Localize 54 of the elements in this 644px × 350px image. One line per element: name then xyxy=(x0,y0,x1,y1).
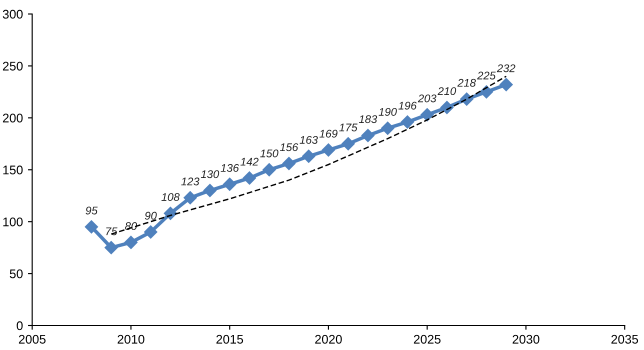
point xyxy=(420,108,434,122)
point xyxy=(480,85,494,98)
data-label: 90 xyxy=(144,212,157,220)
data-label: 163 xyxy=(300,136,318,144)
data-label: 136 xyxy=(220,164,239,172)
data-label: 156 xyxy=(280,143,298,152)
point xyxy=(124,236,138,250)
data-label: 95 xyxy=(86,206,98,214)
point xyxy=(84,220,98,234)
y-tick-label: 100 xyxy=(3,217,23,226)
x-tick-label: 2025 xyxy=(414,334,441,344)
data-label: 175 xyxy=(339,124,358,132)
x-tick-label: 2010 xyxy=(118,334,144,344)
point xyxy=(184,191,197,204)
data-label: 196 xyxy=(398,102,417,110)
data-label: 130 xyxy=(200,170,220,178)
x-tick-label: 2030 xyxy=(512,334,540,344)
point xyxy=(203,184,217,198)
y-tick-label: 300 xyxy=(2,10,23,19)
point xyxy=(104,241,118,254)
data-label: 203 xyxy=(418,94,436,102)
data-label: 218 xyxy=(457,78,476,87)
y-tick-label: 250 xyxy=(2,62,23,71)
data-label: 108 xyxy=(161,193,180,201)
point xyxy=(381,122,394,135)
data-label: 123 xyxy=(181,178,200,186)
point xyxy=(400,115,414,129)
data-label: 150 xyxy=(260,149,278,158)
data-label: 225 xyxy=(477,72,496,80)
y-tick-label: 50 xyxy=(10,269,23,278)
point xyxy=(223,178,236,191)
point xyxy=(302,150,316,163)
data-label: 75 xyxy=(106,227,118,236)
x-tick-label: 2035 xyxy=(611,334,638,344)
data-label: 183 xyxy=(358,115,378,124)
x-tick-label: 2005 xyxy=(18,334,46,344)
data-label: 210 xyxy=(438,87,456,96)
data-label: 232 xyxy=(496,64,516,72)
data-label: 190 xyxy=(378,108,397,116)
point xyxy=(144,225,158,239)
y-tick-label: 200 xyxy=(2,114,23,122)
x-tick-label: 2015 xyxy=(216,334,244,344)
point xyxy=(242,171,256,185)
point xyxy=(262,163,276,176)
y-tick-label: 0 xyxy=(16,321,23,330)
point xyxy=(500,78,513,92)
point xyxy=(342,137,355,150)
data-label: 169 xyxy=(319,130,338,138)
point xyxy=(322,143,336,157)
point xyxy=(282,156,296,170)
point xyxy=(361,128,375,142)
data-label: 142 xyxy=(240,158,259,166)
y-tick-label: 150 xyxy=(3,166,23,174)
x-tick-label: 2020 xyxy=(315,334,342,344)
